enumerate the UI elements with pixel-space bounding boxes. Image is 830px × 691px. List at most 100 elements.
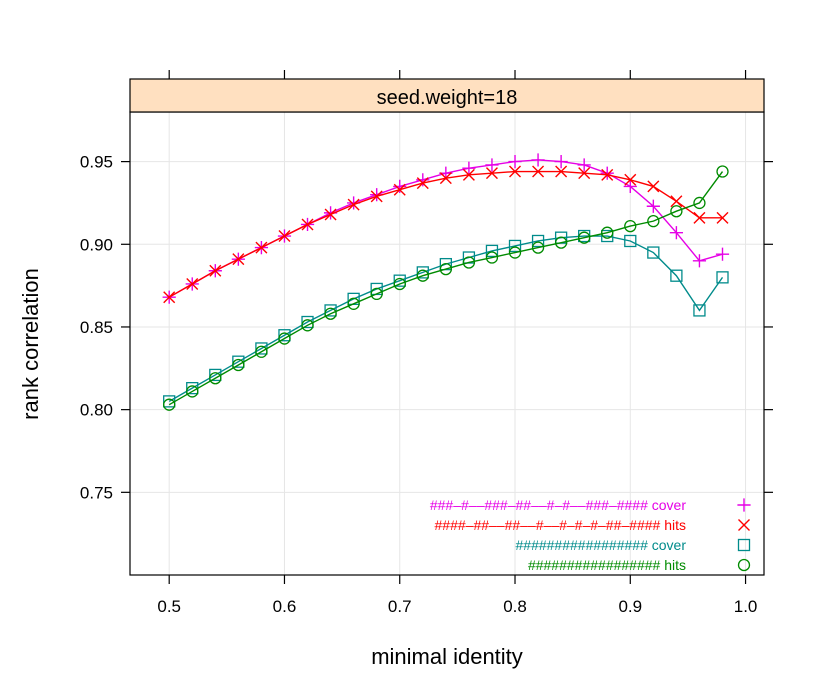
series-2-point-16 (531, 234, 545, 248)
series-1-point-8 (347, 198, 360, 211)
series-1-point-14 (485, 167, 498, 180)
series-2-point-20 (624, 234, 637, 248)
series-2-point-7 (324, 304, 337, 317)
series-1-point-9 (370, 190, 383, 203)
x-axis-title: minimal identity (371, 644, 523, 669)
series-1-point-15 (509, 165, 522, 178)
legend-label-1: ####–##––##––#––#–#–#–##–#### hits (435, 517, 686, 533)
series-3 (163, 165, 729, 411)
series-2-point-22 (670, 269, 683, 282)
series-2-point-21 (647, 246, 660, 259)
series-1-point-2 (209, 264, 222, 277)
series-0-point-21 (646, 199, 660, 213)
strip-label: seed.weight=18 (377, 87, 518, 109)
legend-label-0: ###–#––###–##––#–#––###–#### cover (430, 497, 686, 513)
series-3-point-21 (647, 214, 660, 228)
y-axis-title: rank correlation (18, 268, 43, 420)
legend-label-2: ################# cover (516, 537, 687, 553)
series-1-point-21 (647, 180, 660, 193)
series-1-point-17 (555, 165, 568, 178)
series-0-point-16 (531, 153, 545, 167)
legend-marker-3 (737, 558, 751, 572)
series-3-point-19 (601, 226, 614, 239)
series-0-point-17 (554, 155, 568, 169)
series-3-point-23 (693, 196, 706, 210)
x-tick-label-1: 0.6 (273, 597, 297, 616)
y-tick-label-4: 0.95 (80, 153, 113, 172)
series-0-point-18 (577, 158, 591, 172)
y-tick-label-1: 0.80 (80, 401, 113, 420)
series-1-point-3 (232, 253, 245, 266)
series-1-point-19 (601, 168, 614, 181)
series-1-point-22 (670, 195, 683, 208)
y-tick-label-3: 0.90 (80, 235, 113, 254)
series-3-point-15 (508, 246, 522, 259)
series-3-point-11 (416, 269, 429, 282)
series-3-point-4 (255, 345, 268, 358)
series-1-point-12 (439, 172, 452, 185)
series-3-point-5 (278, 332, 291, 345)
series-0-point-23 (692, 254, 707, 268)
series-1-point-13 (462, 168, 475, 181)
series-2-point-19 (601, 229, 614, 243)
series-1-point-4 (255, 241, 268, 254)
series-0-point-11 (416, 173, 430, 187)
series-3-point-2 (209, 372, 222, 385)
series-3-point-1 (186, 385, 199, 398)
series-0-point-10 (393, 179, 407, 194)
series-1-point-18 (578, 167, 591, 180)
series-1-point-24 (716, 211, 729, 224)
series-1-point-16 (532, 165, 545, 178)
series-1-point-6 (301, 218, 314, 231)
series-2-point-23 (693, 304, 706, 317)
legend-marker-0 (737, 498, 751, 512)
x-tick-label-0: 0.5 (157, 597, 181, 616)
series-3-point-17 (554, 236, 568, 249)
series-0-point-13 (462, 161, 476, 175)
series-3-point-24 (716, 165, 729, 178)
series-1-point-23 (693, 211, 706, 224)
x-tick-label-5: 1.0 (734, 597, 758, 616)
series-1-point-0 (163, 291, 176, 304)
series-3-point-22 (670, 205, 683, 218)
series-1-point-11 (416, 177, 429, 190)
series-0-point-20 (623, 179, 637, 194)
series-1 (163, 165, 729, 304)
series-2-point-24 (716, 271, 729, 284)
series-3-point-7 (324, 307, 337, 320)
series-3-point-6 (301, 319, 314, 332)
series-1-point-20 (624, 173, 637, 186)
series-1-point-7 (324, 208, 337, 221)
series-2-point-11 (416, 266, 429, 279)
series-3-point-3 (232, 358, 245, 372)
series-0-point-24 (715, 247, 730, 261)
legend-marker-1 (738, 519, 750, 531)
series-3-point-16 (531, 241, 545, 254)
series-0-point-22 (669, 226, 683, 240)
series-0-point-14 (485, 158, 499, 172)
series-1-point-10 (393, 183, 406, 196)
series-layer (162, 153, 730, 411)
axes: 0.5 0.6 0.7 0.8 0.9 1.0 0.75 0.80 0.85 0.90 0.95 (80, 70, 773, 616)
series-0-point-15 (508, 155, 522, 169)
series-3-point-10 (393, 277, 406, 291)
series-3-point-9 (370, 287, 383, 301)
y-tick-label-0: 0.75 (80, 483, 113, 502)
series-1-point-1 (186, 277, 199, 290)
series-3-point-20 (624, 219, 637, 233)
legend-label-3: ################# hits (528, 557, 686, 573)
x-tick-label-2: 0.7 (388, 597, 412, 616)
series-3-point-8 (347, 297, 360, 310)
series-2-point-10 (393, 274, 406, 287)
series-3-line (168, 171, 724, 406)
series-3-point-12 (439, 262, 452, 276)
series-0-point-19 (600, 166, 614, 180)
series-2-point-15 (508, 239, 522, 253)
series-3-point-13 (462, 256, 476, 269)
y-tick-label-2: 0.85 (80, 318, 113, 337)
x-tick-label-3: 0.8 (503, 597, 527, 616)
series-2-point-14 (485, 244, 499, 258)
x-tick-label-4: 0.9 (618, 597, 642, 616)
